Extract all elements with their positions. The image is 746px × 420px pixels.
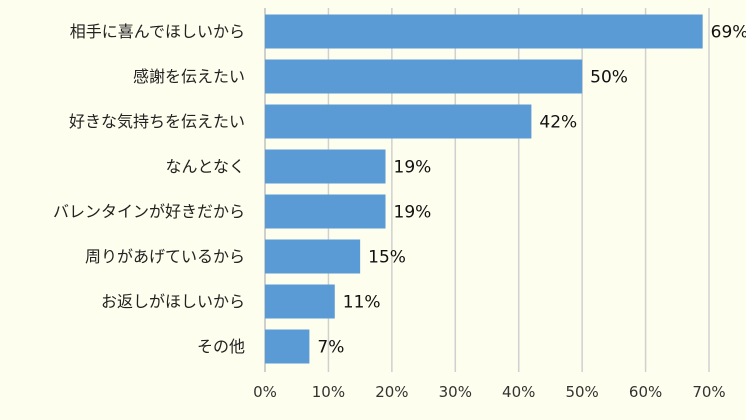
bar-7 bbox=[265, 329, 310, 364]
category-label-2: 好きな気持ちを伝えたい bbox=[69, 112, 245, 131]
x-tick-label-30: 30% bbox=[439, 383, 472, 401]
value-labels: 69% 50% 42% 19% 19% 15% 11% 7% bbox=[317, 23, 746, 358]
bars bbox=[265, 14, 703, 364]
category-label-5: 周りがあげているから bbox=[85, 247, 245, 266]
category-label-3: なんとなく bbox=[165, 157, 245, 176]
value-label-3: 19% bbox=[394, 158, 432, 178]
x-tick-label-20: 20% bbox=[375, 383, 408, 401]
bar-5 bbox=[265, 239, 361, 274]
value-label-6: 11% bbox=[343, 293, 381, 313]
value-label-1: 50% bbox=[590, 68, 628, 88]
bar-4 bbox=[265, 194, 386, 229]
category-label-4: バレンタインが好きだから bbox=[53, 202, 245, 221]
category-labels: 相手に喜んでほしいから感謝を伝えたい好きな気持ちを伝えたいなんとなくバレンタイン… bbox=[53, 22, 245, 356]
x-tick-label-70: 70% bbox=[692, 383, 725, 401]
value-label-7: 7% bbox=[317, 338, 344, 358]
bar-3 bbox=[265, 149, 386, 184]
category-label-0: 相手に喜んでほしいから bbox=[70, 22, 245, 41]
value-label-2: 42% bbox=[539, 113, 577, 133]
x-tick-label-40: 40% bbox=[502, 383, 535, 401]
bar-6 bbox=[265, 284, 335, 319]
x-tick-label-0: 0% bbox=[253, 383, 277, 401]
category-label-1: 感謝を伝えたい bbox=[133, 67, 245, 86]
bar-0 bbox=[265, 14, 703, 49]
value-label-0: 69% bbox=[711, 23, 746, 43]
bar-2 bbox=[265, 104, 532, 139]
x-tick-label-60: 60% bbox=[629, 383, 662, 401]
bar-1 bbox=[265, 59, 583, 94]
x-tick-label-50: 50% bbox=[565, 383, 598, 401]
value-label-4: 19% bbox=[394, 203, 432, 223]
value-label-5: 15% bbox=[368, 248, 406, 268]
category-label-7: その他 bbox=[197, 337, 245, 356]
x-tick-label-10: 10% bbox=[312, 383, 345, 401]
category-label-6: お返しがほしいから bbox=[101, 292, 245, 311]
x-axis-tick-labels: 0% 10% 20% 30% 40% 50% 60% 70% bbox=[253, 383, 726, 401]
